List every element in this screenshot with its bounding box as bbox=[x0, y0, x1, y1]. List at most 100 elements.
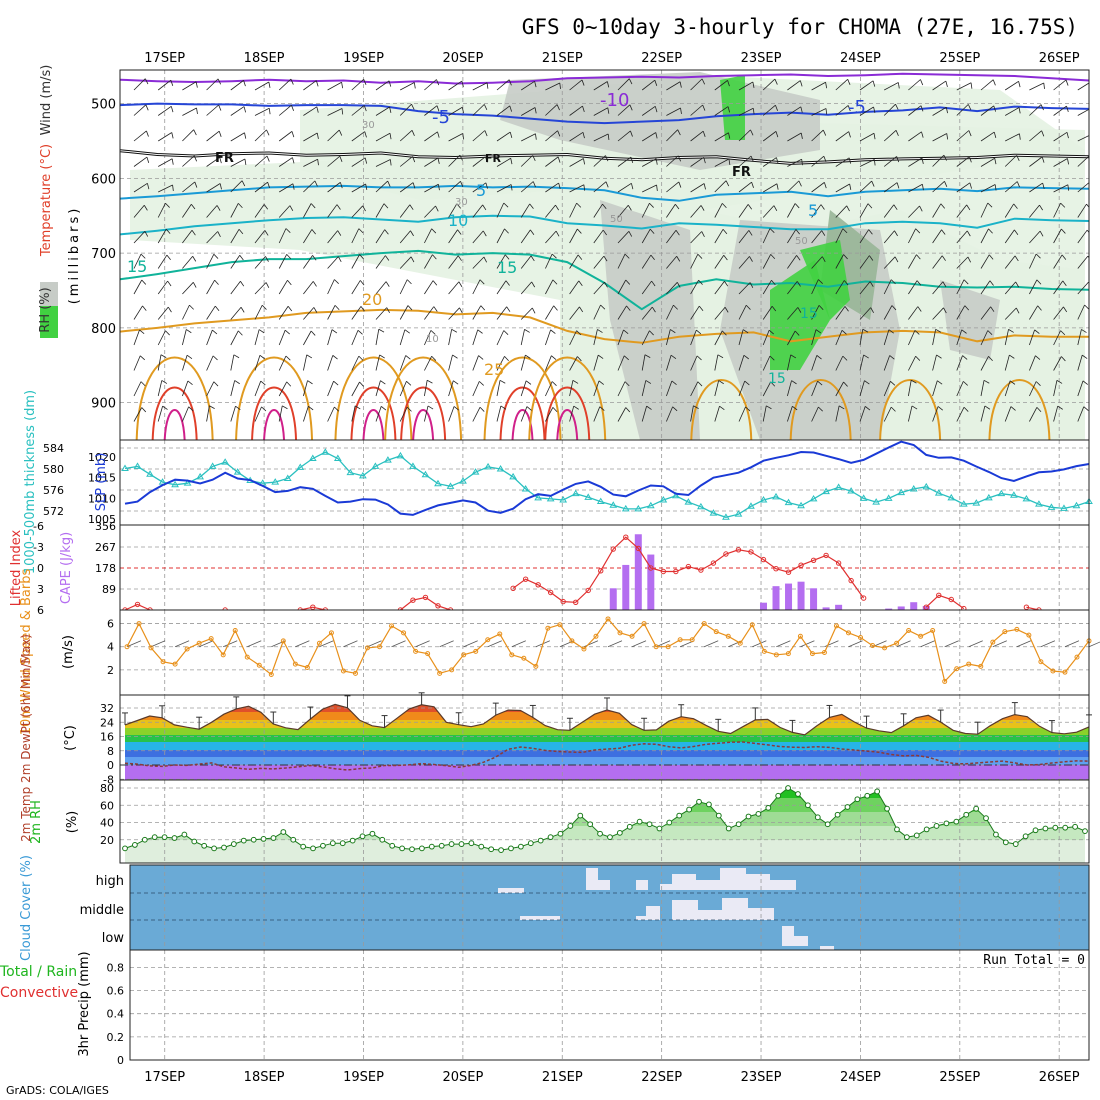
temperature-contour-25 bbox=[789, 379, 852, 440]
wind-barb bbox=[182, 129, 194, 142]
thickness-marker bbox=[834, 483, 843, 490]
wind-barb-flag bbox=[702, 131, 706, 137]
wind-barb-flag bbox=[1040, 104, 1044, 111]
wind-barb-flag bbox=[868, 229, 873, 235]
wind-barb bbox=[859, 329, 864, 346]
wind-marker bbox=[930, 628, 936, 634]
wind-barb-flag bbox=[821, 230, 826, 236]
wind-barb bbox=[690, 405, 694, 422]
wind-barb bbox=[230, 132, 245, 142]
rh-marker bbox=[884, 805, 890, 812]
wind-barb bbox=[714, 132, 729, 142]
wind-barb-flag bbox=[195, 81, 198, 88]
rh-marker bbox=[1022, 833, 1029, 840]
wind-barb bbox=[545, 407, 554, 422]
wind-barb-flag bbox=[214, 305, 220, 312]
wind-barb bbox=[1077, 182, 1089, 193]
temperature-band bbox=[125, 720, 1089, 728]
wind-marker bbox=[725, 633, 731, 639]
temperature-contour-35 bbox=[412, 409, 435, 440]
li-marker bbox=[735, 547, 742, 553]
wind-barb bbox=[157, 306, 169, 320]
top-date-label: 22SEP bbox=[641, 51, 682, 66]
panel-ylabel: Lifted Index bbox=[9, 529, 24, 606]
wind-barb-flag bbox=[920, 79, 924, 86]
thickness-marker bbox=[884, 494, 893, 501]
wind-barb bbox=[1029, 156, 1043, 167]
wind-barb bbox=[254, 406, 262, 422]
wind-barb bbox=[424, 356, 433, 371]
wind-barb bbox=[835, 183, 850, 193]
wind-barb-flag bbox=[503, 202, 509, 208]
wind-barb bbox=[738, 129, 751, 142]
cape-bar bbox=[622, 564, 630, 610]
wind-barb bbox=[327, 406, 335, 422]
wind-barb-flag bbox=[896, 156, 900, 163]
wind-barb bbox=[666, 255, 677, 269]
panel-ylabel: 10m Wind Speed & Barbs bbox=[19, 569, 34, 736]
wind-barb-flag bbox=[890, 406, 896, 412]
wind-barb-flag bbox=[437, 157, 440, 164]
wind-barb-flag bbox=[679, 81, 682, 88]
wind-marker bbox=[461, 652, 467, 658]
wind-barb bbox=[738, 282, 751, 295]
wind-marker bbox=[316, 640, 322, 646]
contour-label: -5 bbox=[848, 97, 866, 118]
wind-marker bbox=[797, 633, 803, 639]
wind-barb-flag bbox=[312, 281, 317, 287]
wind-barb bbox=[182, 304, 190, 320]
wind-barb bbox=[956, 279, 965, 295]
li-marker bbox=[698, 567, 704, 573]
thickness-marker bbox=[621, 504, 630, 512]
rh-marker bbox=[894, 826, 900, 833]
wind-barb bbox=[278, 205, 291, 218]
wind-barb-flag bbox=[552, 407, 558, 413]
wind-barb-flag bbox=[387, 180, 391, 187]
wind-barb-flag bbox=[625, 279, 631, 285]
wind-barb bbox=[399, 204, 411, 218]
wind-marker bbox=[124, 644, 130, 650]
wind-barb bbox=[351, 355, 360, 371]
wind-barb bbox=[811, 230, 822, 244]
y-tick-label: 900 bbox=[91, 397, 116, 412]
cape-bar bbox=[785, 583, 793, 610]
wind-barb bbox=[303, 132, 318, 142]
wind-barb-flag bbox=[1083, 406, 1089, 411]
wind-barb bbox=[1029, 82, 1044, 91]
wind-barb-flag bbox=[843, 280, 849, 286]
thickness-marker bbox=[346, 468, 355, 476]
wind-barb-flag bbox=[963, 279, 969, 285]
temperature-contour-5 bbox=[120, 184, 1089, 202]
wind-barb bbox=[206, 104, 219, 116]
wind-barb bbox=[762, 104, 776, 116]
wind-barb bbox=[569, 254, 579, 269]
thickness-marker bbox=[384, 456, 392, 463]
wind-barb bbox=[472, 381, 480, 397]
temperature-contour-25 bbox=[528, 356, 607, 440]
wind-barb bbox=[883, 103, 896, 116]
wind-barb bbox=[1077, 135, 1089, 142]
thickness-marker bbox=[872, 498, 881, 505]
wind-barb-flag bbox=[431, 228, 437, 234]
cloud-block bbox=[782, 926, 794, 946]
wind-barb-flag bbox=[937, 380, 943, 385]
wind-barb-flag bbox=[261, 406, 267, 412]
wind-barb-flag bbox=[1010, 406, 1016, 411]
wind-barb-flag bbox=[703, 183, 706, 190]
wind-barb-flag bbox=[747, 204, 753, 210]
y-tick-label: 0.8 bbox=[107, 961, 125, 974]
wind-barb-flag bbox=[970, 82, 973, 89]
wind-barb-flag bbox=[848, 157, 852, 164]
wind-barb bbox=[690, 78, 703, 91]
thickness-marker bbox=[897, 488, 906, 496]
rh-marker bbox=[745, 813, 752, 820]
wind-barb bbox=[569, 105, 583, 116]
wind-barb bbox=[859, 80, 874, 91]
wind-barb-flag bbox=[552, 279, 558, 285]
wind-barb-flag bbox=[141, 279, 147, 285]
thickness-marker bbox=[521, 484, 530, 492]
wind-barb-flag bbox=[196, 107, 198, 114]
wind-barb bbox=[520, 406, 528, 422]
wind-barb bbox=[859, 380, 865, 397]
